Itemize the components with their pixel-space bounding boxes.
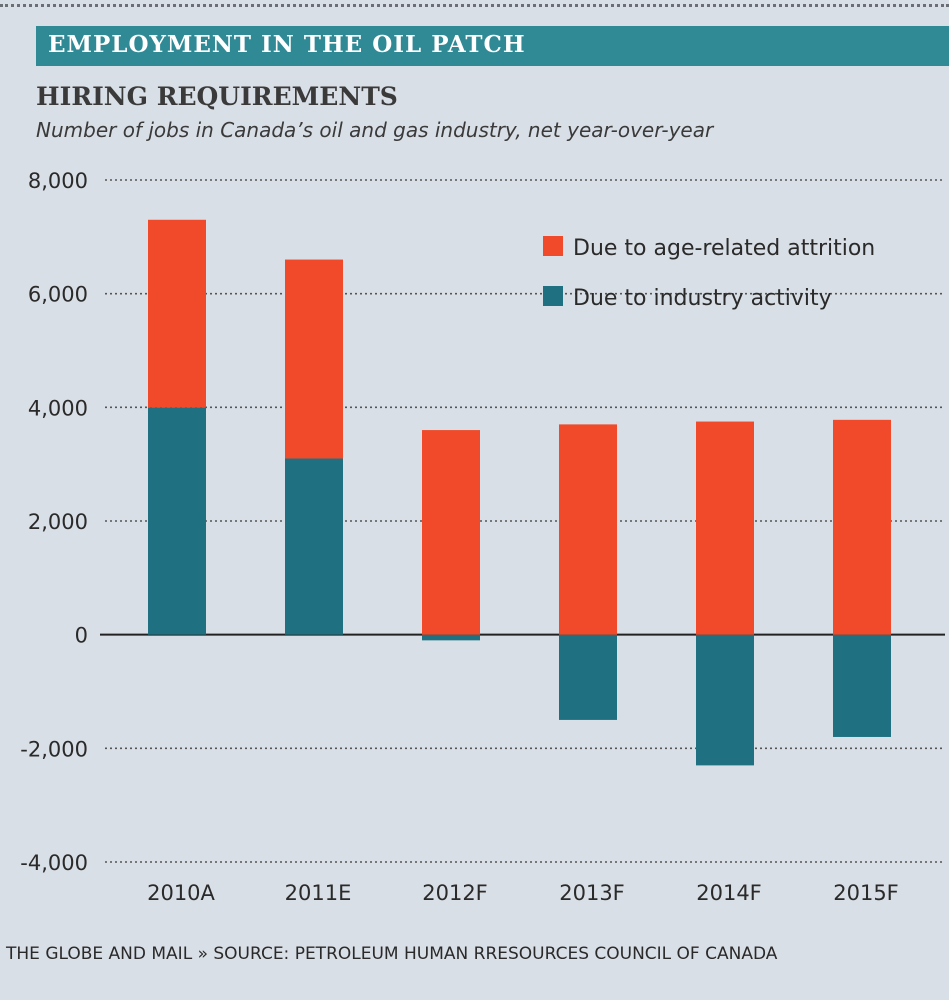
- bar-age-attrition-2010A: [148, 219, 206, 408]
- y-tick-label: -4,000: [20, 851, 88, 875]
- bar-industry-activity-2010A: [148, 407, 206, 635]
- bar-industry-activity-2015F: [833, 634, 891, 737]
- x-tick-label: 2010A: [147, 881, 215, 905]
- bar-industry-activity-2014F: [696, 634, 754, 766]
- y-tick-label: 0: [75, 624, 88, 648]
- legend-label: Due to age-related attrition: [573, 236, 875, 261]
- x-tick-label: 2012F: [422, 881, 488, 905]
- legend-swatch: [543, 286, 563, 306]
- bar-age-attrition-2012F: [422, 430, 480, 635]
- bar-industry-activity-2013F: [559, 634, 617, 720]
- x-tick-label: 2014F: [696, 881, 762, 905]
- y-tick-label: 2,000: [28, 510, 88, 534]
- x-tick-label: 2011E: [285, 881, 352, 905]
- chart-subtitle: Number of jobs in Canada’s oil and gas i…: [36, 118, 714, 142]
- chart: 8,000 6,000 4,000 2,000 0 -2,000 -4,000 2010A 20…: [20, 169, 945, 905]
- y-tick-label: 6,000: [28, 283, 88, 307]
- banner-title: EMPLOYMENT IN THE OIL PATCH: [48, 31, 526, 58]
- y-tick-label: 8,000: [28, 169, 88, 193]
- bar-age-attrition-2013F: [559, 424, 617, 635]
- bar-age-attrition-2015F: [833, 419, 891, 635]
- bar-industry-activity-2012F: [422, 634, 480, 641]
- bar-age-attrition-2011E: [285, 259, 343, 459]
- legend-swatch: [543, 236, 563, 256]
- top-dotted-rule: [0, 4, 949, 7]
- legend-label: Due to industry activity: [573, 286, 832, 311]
- x-tick-label: 2015F: [833, 881, 899, 905]
- y-tick-label: -2,000: [20, 737, 88, 761]
- bar-age-attrition-2014F: [696, 421, 754, 635]
- y-tick-label: 4,000: [28, 396, 88, 420]
- chart-title: HIRING REQUIREMENTS: [36, 82, 398, 111]
- x-tick-label: 2013F: [559, 881, 625, 905]
- bar-industry-activity-2011E: [285, 458, 343, 635]
- section-banner: EMPLOYMENT IN THE OIL PATCH: [36, 26, 949, 66]
- source-footer: THE GLOBE AND MAIL » SOURCE: PETROLEUM H…: [6, 944, 778, 964]
